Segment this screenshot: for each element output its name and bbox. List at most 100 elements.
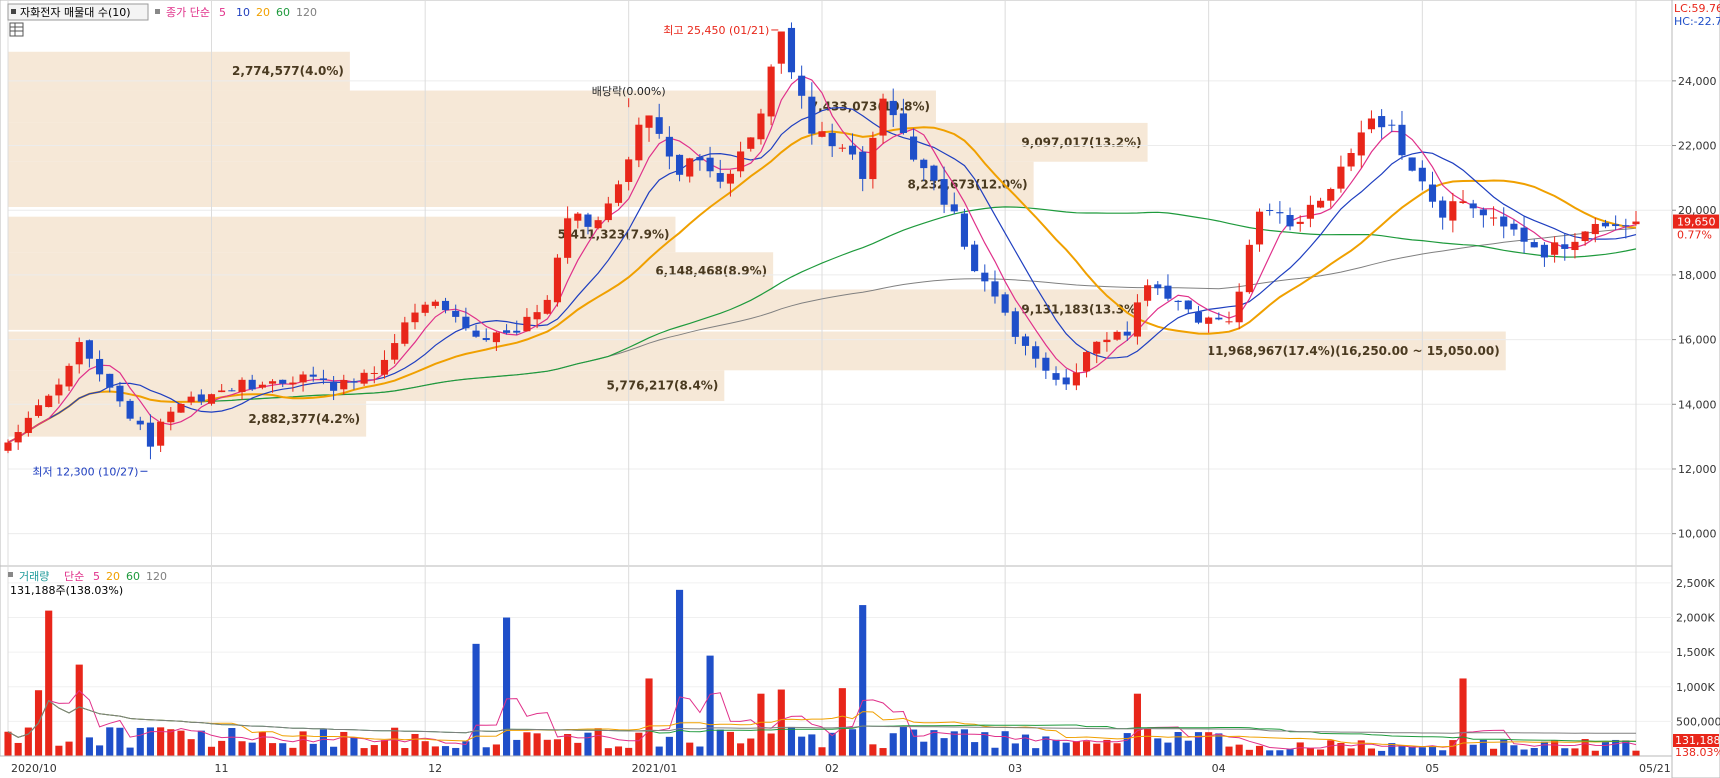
volume-bar (1612, 739, 1620, 756)
volume-bar (737, 743, 745, 756)
volume-bar (686, 742, 694, 756)
candle-body (859, 151, 867, 179)
volume-bar (462, 741, 470, 756)
volume-bar (614, 746, 623, 756)
candle-body (482, 338, 490, 341)
time-tick-label: 05/21 (1639, 762, 1671, 775)
time-tick-label: 2020/10 (11, 762, 57, 775)
candle-body (1245, 244, 1253, 293)
volume-bar (1225, 746, 1233, 756)
volume-bar (1072, 741, 1080, 756)
legend-square-icon (155, 9, 160, 14)
volume-profile-band (8, 252, 774, 290)
candle-body (1551, 242, 1559, 255)
volume-bar (1622, 740, 1630, 756)
candle-body (665, 136, 673, 157)
candle-body (1540, 244, 1548, 258)
volume-bar (1510, 745, 1518, 756)
candle-body (1133, 302, 1141, 337)
volume-bar (747, 738, 755, 756)
volume-bar (391, 727, 399, 756)
candle-body (1235, 291, 1243, 323)
ma60-line (7, 206, 1637, 444)
candle-body (1337, 166, 1345, 189)
candle-body (869, 137, 877, 180)
volume-bar (1235, 744, 1243, 756)
candle-body (848, 145, 857, 155)
volume-bar (665, 736, 673, 756)
candle-body (126, 400, 134, 419)
volume-bar (1327, 740, 1335, 756)
candle-body (960, 213, 969, 247)
table-icon[interactable] (9, 22, 24, 37)
volume-bar (14, 742, 22, 756)
volume-bar (716, 729, 724, 756)
volume-bar (1337, 742, 1345, 756)
ma120-legend: 120 (296, 6, 317, 19)
volume-bar (848, 729, 857, 756)
volume-tick-label: 2,500K (1676, 577, 1715, 590)
volume-bar (1540, 741, 1548, 756)
candle-body (1225, 321, 1233, 323)
price-tick-label: 14,000 (1678, 398, 1717, 411)
volume-bar (1601, 741, 1610, 756)
candle-body (645, 115, 653, 128)
candle-body (910, 136, 918, 160)
price-tick-label: 24,000 (1678, 75, 1717, 88)
axis-layer: 10,000 12,000 14,000 16,000 18,000 20,000 22,0… (0, 75, 1720, 775)
candle-body (279, 379, 287, 384)
candle-body (197, 394, 205, 402)
volume-bar (1286, 749, 1294, 756)
time-tick-label: 2021/01 (632, 762, 678, 775)
volume-bar (268, 743, 277, 756)
volume-bar (360, 748, 368, 756)
candle-body (706, 157, 714, 172)
volume-bar (1276, 750, 1284, 756)
candle-body (767, 66, 775, 117)
candle-body (177, 403, 185, 413)
candle-body (238, 379, 246, 393)
volume-bar (1205, 732, 1213, 756)
candle-body (330, 381, 338, 391)
candle-body (686, 158, 694, 177)
candle-body (1632, 221, 1640, 225)
candle-body (1306, 204, 1314, 219)
candle-body (553, 257, 562, 303)
candle-body (1266, 210, 1274, 212)
volume-bar (1469, 744, 1477, 756)
volume-bar (1561, 748, 1569, 756)
candle-body (187, 396, 195, 403)
candle-body (1520, 227, 1528, 242)
candle-body (584, 214, 592, 227)
candle-body (401, 322, 409, 344)
candle-body (1123, 331, 1131, 336)
candle-body (950, 204, 958, 212)
volume-bar (910, 729, 918, 756)
candle-body (228, 390, 236, 392)
volume-bar (1093, 743, 1101, 756)
candle-body (981, 272, 989, 282)
volume-bar (798, 736, 806, 756)
candle-body (157, 421, 165, 446)
candle-body (421, 304, 429, 313)
vma120-legend: 120 (146, 570, 167, 583)
candle-body (391, 343, 399, 360)
candle-body (411, 312, 419, 323)
time-tick-label: 04 (1212, 762, 1226, 775)
volume-bar (533, 733, 541, 756)
price-title-box[interactable] (7, 3, 149, 21)
volume-bar (1082, 741, 1091, 756)
volume-bar (177, 730, 185, 756)
candle-body (1591, 223, 1599, 235)
candle-body (1601, 222, 1610, 227)
candle-body (879, 98, 887, 136)
candle-body (1571, 241, 1579, 251)
volume-bar (482, 747, 490, 756)
price-tick-label: 18,000 (1678, 269, 1717, 282)
volume-profile-label: 2,774,577(4.0%) (232, 64, 344, 78)
candle-body (930, 165, 938, 181)
volume-bar (543, 739, 551, 756)
ma5-legend: 5 (219, 6, 226, 19)
candle-body (523, 316, 531, 332)
volume-bar (655, 746, 663, 756)
